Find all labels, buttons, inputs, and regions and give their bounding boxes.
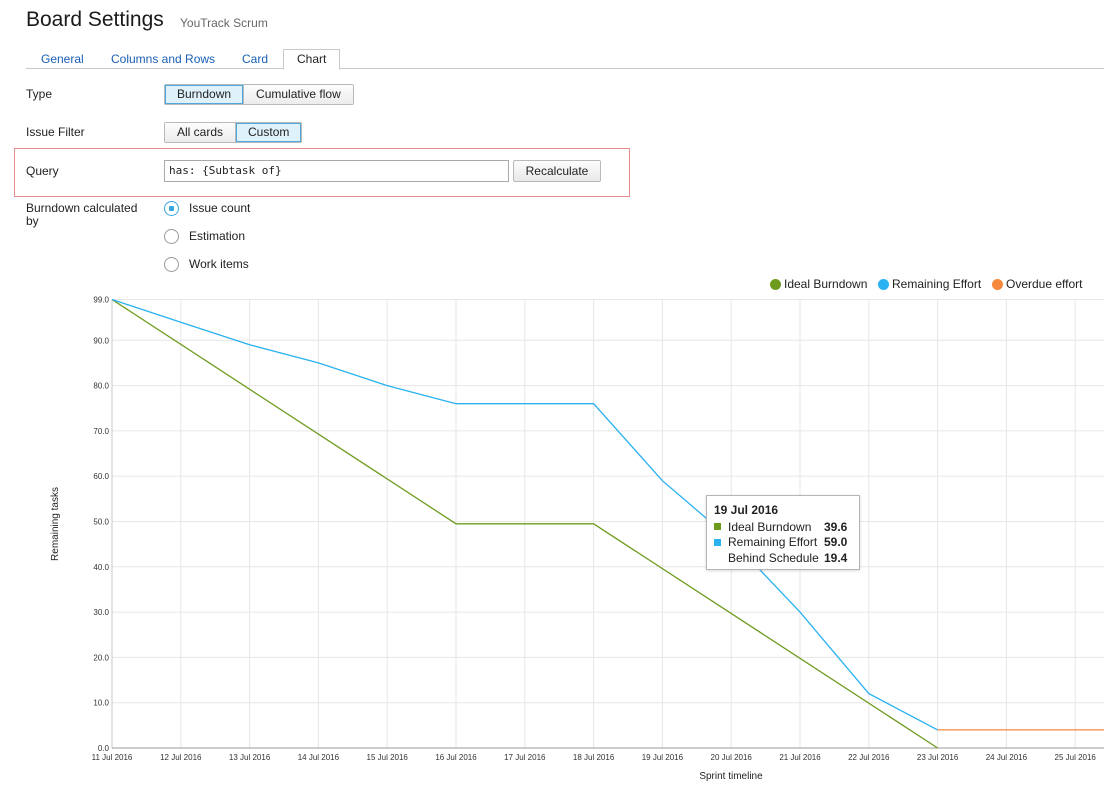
x-tick-label: 14 Jul 2016 (298, 753, 340, 762)
tooltip-series-value: 59.0 (824, 535, 848, 550)
page-title: Board Settings (26, 8, 164, 31)
series-line-ideal-burndown (111, 298, 938, 749)
board-name: YouTrack Scrum (180, 16, 268, 30)
radio-unchecked-icon[interactable] (164, 228, 179, 244)
tab-card[interactable]: Card (242, 52, 269, 66)
all-cards-button[interactable]: All cards (165, 123, 236, 142)
radio-label: Issue count (189, 201, 251, 215)
y-tick-label: 90.0 (93, 336, 109, 345)
swatch-icon (714, 523, 721, 531)
legend-dot-icon (878, 278, 889, 290)
burndown-button[interactable]: Burndown (165, 85, 244, 104)
tooltip-series-value: 19.4 (824, 550, 848, 565)
burndown-chart: 0.0 10.0 20.0 30.0 40.0 50.0 60.0 70.0 80.0 90.0 9… (50, 296, 1104, 782)
y-tick-label: 50.0 (93, 517, 109, 526)
tab-general[interactable]: General (41, 52, 84, 66)
tooltip-series-name: Remaining Effort (728, 535, 818, 550)
x-axis-title: Sprint timeline (699, 771, 763, 782)
tooltip-date: 19 Jul 2016 (714, 503, 779, 517)
x-tick-label: 20 Jul 2016 (711, 753, 753, 762)
x-tick-label: 22 Jul 2016 (848, 753, 890, 762)
x-tick-label: 19 Jul 2016 (642, 753, 684, 762)
cumulative-flow-button[interactable]: Cumulative flow (243, 85, 353, 104)
legend-label: Remaining Effort (892, 277, 982, 291)
tab-chart[interactable]: Chart (283, 49, 341, 70)
radio-checked-icon[interactable] (164, 200, 179, 216)
x-tick-label: 15 Jul 2016 (367, 753, 409, 762)
y-tick-label: 30.0 (93, 608, 109, 617)
tooltip-series-name: Behind Schedule (728, 550, 819, 565)
legend-dot-icon (770, 278, 781, 290)
legend-label: Ideal Burndown (784, 277, 868, 291)
burndown-calculated-by-label: Burndown calculated by (26, 201, 138, 228)
y-tick-label: 60.0 (93, 472, 109, 481)
x-tick-label: 23 Jul 2016 (917, 753, 959, 762)
radio-label: Work items (189, 257, 249, 271)
x-tick-label: 16 Jul 2016 (435, 753, 477, 762)
tooltip-row: Behind Schedule 19.4 (714, 550, 859, 566)
y-tick-label: 80.0 (93, 382, 109, 391)
tab-columns-and-rows[interactable]: Columns and Rows (111, 52, 216, 66)
query-highlight (14, 148, 630, 197)
y-tick-label: 0.0 (98, 744, 110, 753)
chart-tooltip: 19 Jul 2016 Ideal Burndown 39.6 Remainin… (706, 495, 860, 570)
series-line-remaining-effort (111, 298, 938, 731)
legend-overdue-effort[interactable]: Overdue effort (992, 277, 1083, 291)
y-tick-label: 10.0 (93, 699, 109, 708)
y-axis-title: Remaining tasks (50, 487, 61, 561)
legend-dot-icon (992, 278, 1003, 290)
type-label: Type (26, 87, 53, 101)
y-tick-label: 70.0 (93, 427, 109, 436)
legend-ideal-burndown[interactable]: Ideal Burndown (770, 277, 867, 291)
settings-tabs: General Columns and Rows Card Chart (26, 49, 1104, 70)
x-tick-label: 17 Jul 2016 (504, 753, 546, 762)
x-tick-label: 12 Jul 2016 (160, 753, 202, 762)
query-input[interactable]: has: {Subtask of} (164, 160, 509, 182)
custom-button[interactable]: Custom (235, 123, 302, 142)
legend-remaining-effort[interactable]: Remaining Effort (878, 277, 981, 291)
issue-filter-label: Issue Filter (26, 125, 85, 139)
radio-label: Estimation (189, 229, 246, 243)
swatch-icon (714, 538, 721, 546)
y-tick-label: 20.0 (93, 653, 109, 662)
recalculate-button[interactable]: Recalculate (513, 160, 601, 182)
legend-label: Overdue effort (1006, 277, 1083, 291)
query-label: Query (26, 164, 59, 178)
issue-filter-toggle: All cards Custom (164, 122, 303, 143)
tooltip-row: Remaining Effort 59.0 (714, 535, 859, 551)
tooltip-series-value: 39.6 (824, 519, 848, 534)
swatch-icon (714, 554, 721, 561)
x-tick-label: 21 Jul 2016 (779, 753, 821, 762)
x-tick-label: 18 Jul 2016 (573, 753, 615, 762)
y-tick-label: 40.0 (93, 563, 109, 572)
radio-issue-count[interactable]: Issue count (164, 200, 250, 216)
radio-unchecked-icon[interactable] (164, 256, 179, 272)
radio-estimation[interactable]: Estimation (164, 228, 245, 244)
x-tick-label: 24 Jul 2016 (986, 753, 1028, 762)
y-tick-label: 99.0 (93, 296, 109, 305)
tooltip-series-name: Ideal Burndown (728, 519, 812, 534)
tooltip-row: Ideal Burndown 39.6 (714, 519, 859, 535)
x-tick-label: 13 Jul 2016 (229, 753, 271, 762)
chart-type-toggle: Burndown Cumulative flow (164, 84, 354, 105)
x-tick-label: 25 Jul 2016 (1055, 753, 1097, 762)
radio-work-items[interactable]: Work items (164, 256, 249, 272)
x-tick-label: 11 Jul 2016 (92, 753, 133, 762)
